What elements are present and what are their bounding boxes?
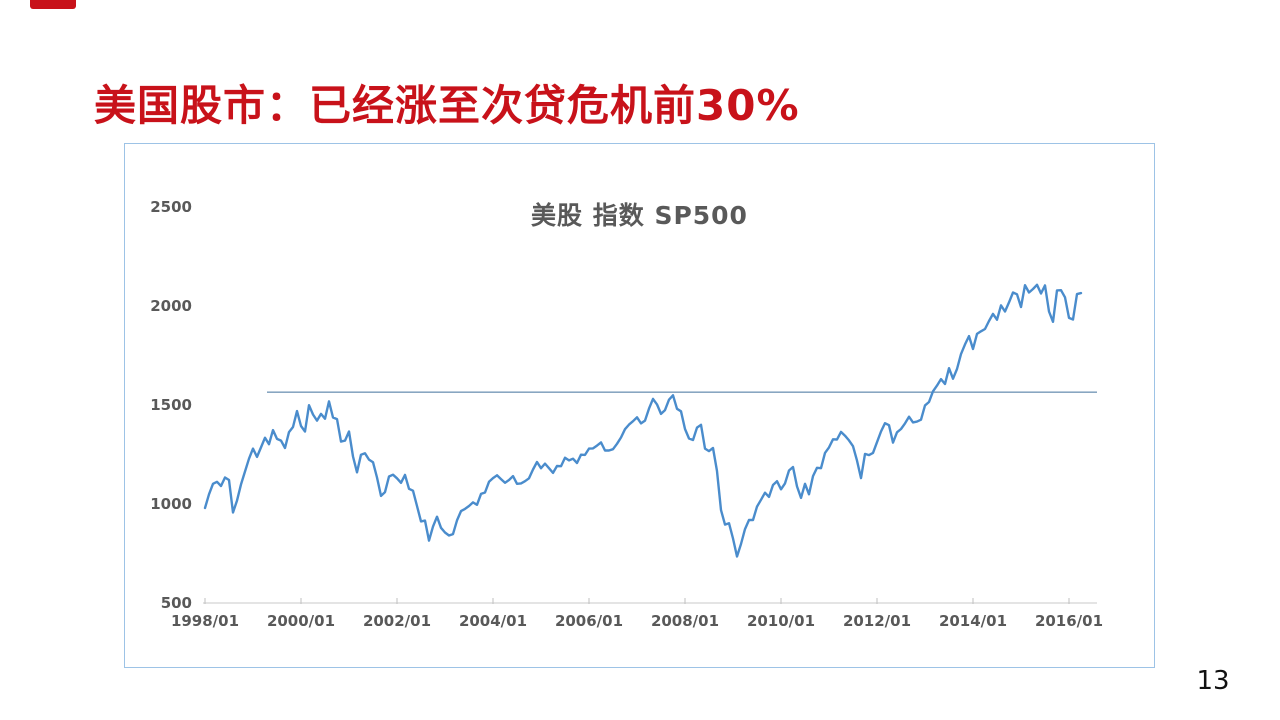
x-axis-label: 1998/01 [170, 612, 240, 630]
y-axis-label: 500 [160, 594, 192, 612]
x-axis-label: 2014/01 [938, 612, 1008, 630]
x-axis-label: 2002/01 [362, 612, 432, 630]
x-axis-label: 2008/01 [650, 612, 720, 630]
x-axis-label: 2010/01 [746, 612, 816, 630]
x-axis-label: 2012/01 [842, 612, 912, 630]
x-axis-label: 2004/01 [458, 612, 528, 630]
sp500-series-line [203, 283, 1083, 558]
y-axis-label: 1000 [150, 495, 192, 513]
chart-container: 美股 指数 SP500 2500 2000 1500 1000 500 1998/01 2… [124, 143, 1155, 668]
y-axis-label: 2000 [150, 297, 192, 315]
sp500-line-chart [203, 283, 1097, 604]
chart-title: 美股 指数 SP500 [531, 201, 748, 230]
y-axis-label: 1500 [150, 396, 192, 414]
top-left-accent-mark [30, 0, 76, 9]
x-axis-label: 2016/01 [1034, 612, 1104, 630]
x-axis-label: 2006/01 [554, 612, 624, 630]
page-number: 13 [1196, 666, 1230, 696]
y-axis-label: 2500 [150, 198, 192, 216]
slide-title: 美国股市：已经涨至次贷危机前30% [94, 81, 800, 130]
x-axis-label: 2000/01 [266, 612, 336, 630]
